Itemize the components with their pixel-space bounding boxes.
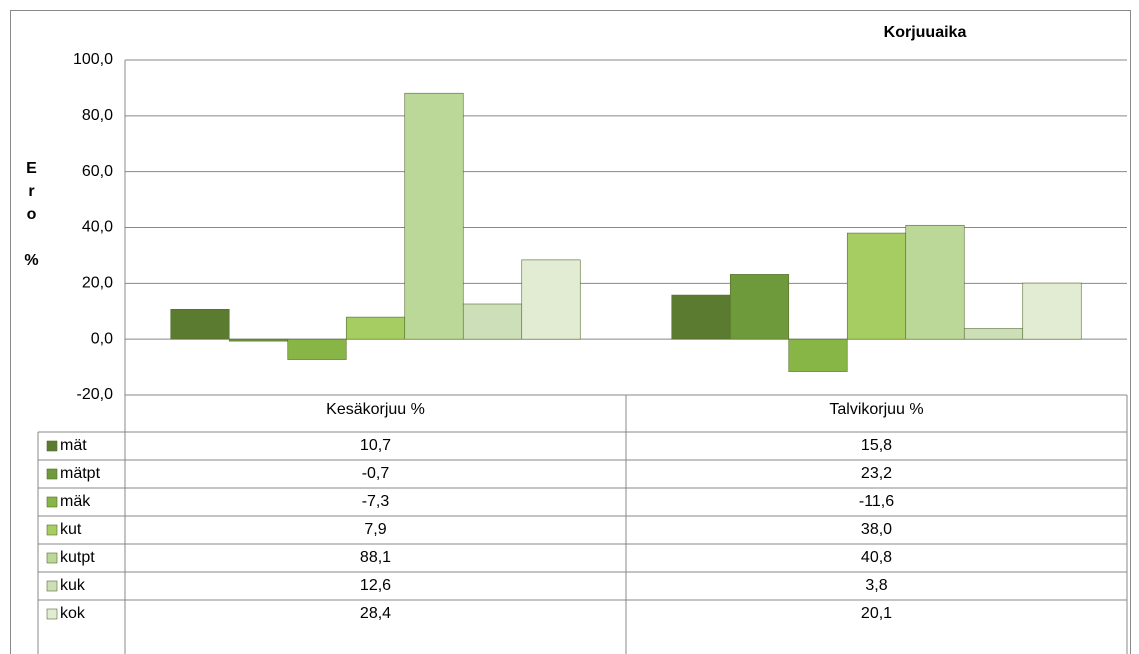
y-tick-label: 80,0 — [82, 107, 113, 124]
data-label: 20,1 — [861, 605, 892, 622]
y-tick-label: 60,0 — [82, 163, 113, 180]
legend-label: mät — [60, 437, 87, 454]
bar — [345, 316, 406, 340]
y-tick-label: 0,0 — [91, 330, 113, 347]
bar — [1022, 282, 1082, 340]
y-tick-label: 40,0 — [82, 219, 113, 236]
bar — [287, 338, 347, 360]
bar — [404, 92, 464, 340]
data-label: 40,8 — [861, 549, 892, 566]
legend-label: kok — [60, 605, 86, 622]
bar — [462, 303, 523, 340]
bar — [846, 232, 907, 340]
y-tick-label: 100,0 — [73, 51, 113, 68]
legend-label: kuk — [60, 577, 86, 594]
legend-label: mäk — [60, 493, 91, 510]
data-label: -7,3 — [362, 493, 390, 510]
y-tick-label: -20,0 — [77, 386, 114, 403]
data-label: 3,8 — [865, 577, 887, 594]
y-axis-label: Ero % — [23, 160, 40, 275]
bar — [905, 224, 965, 340]
chart-frame — [10, 10, 1131, 654]
bar — [170, 308, 230, 340]
bar — [228, 338, 289, 342]
data-label: 10,7 — [360, 437, 391, 454]
data-label: 12,6 — [360, 577, 391, 594]
x-tick-label: Talvikorjuu % — [829, 401, 923, 418]
y-tick-label: 20,0 — [82, 275, 113, 292]
data-label: 15,8 — [861, 437, 892, 454]
data-label: -11,6 — [859, 493, 894, 510]
legend-key — [46, 552, 58, 564]
legend-key — [46, 580, 58, 592]
data-label: 88,1 — [360, 549, 391, 566]
legend-key — [46, 524, 58, 536]
x-tick-label: Kesäkorjuu % — [326, 401, 425, 418]
legend-key — [46, 440, 58, 452]
bar — [671, 294, 731, 340]
data-label: 28,4 — [360, 605, 391, 622]
legend-label: mätpt — [60, 465, 101, 482]
legend-label: kut — [60, 521, 82, 538]
data-label: -0,7 — [362, 465, 390, 482]
data-label: 38,0 — [861, 521, 892, 538]
bar — [521, 259, 581, 340]
bar — [729, 274, 790, 340]
bar — [963, 328, 1024, 340]
bar — [788, 338, 848, 372]
legend-label: kutpt — [60, 549, 95, 566]
legend-key — [46, 608, 58, 620]
data-label: 7,9 — [364, 521, 386, 538]
legend-key — [46, 468, 58, 480]
data-label: 23,2 — [861, 465, 892, 482]
legend-key — [46, 496, 58, 508]
chart-title: Korjuuaika — [884, 24, 967, 41]
